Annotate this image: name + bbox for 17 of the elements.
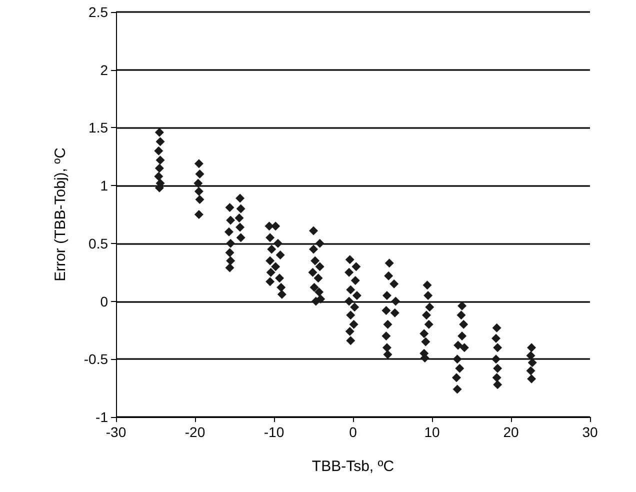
x-tick-label: -20 (184, 424, 206, 440)
y-tick-label: 2 (100, 62, 108, 78)
x-axis-title: TBB-Tsb, ºC (312, 458, 394, 475)
x-tick-label: 30 (582, 424, 598, 440)
x-tick-label: -30 (106, 424, 126, 440)
y-axis-title: Error (TBB-Tobj), ºC (52, 147, 69, 282)
y-tick-label: 1.5 (88, 120, 108, 136)
x-tick-label: 0 (349, 424, 358, 440)
y-tick-label: 2.5 (88, 4, 108, 20)
y-tick-label: 1 (100, 178, 108, 194)
y-tick-label: -0.5 (84, 351, 108, 368)
y-tick-label: 0.5 (88, 235, 108, 252)
y-tick-label: 0 (100, 293, 108, 310)
x-tick-label: 20 (503, 424, 519, 440)
x-tick-label: 10 (424, 424, 440, 440)
x-tick-label: -10 (264, 424, 284, 440)
y-tick-label: -1 (96, 409, 108, 425)
